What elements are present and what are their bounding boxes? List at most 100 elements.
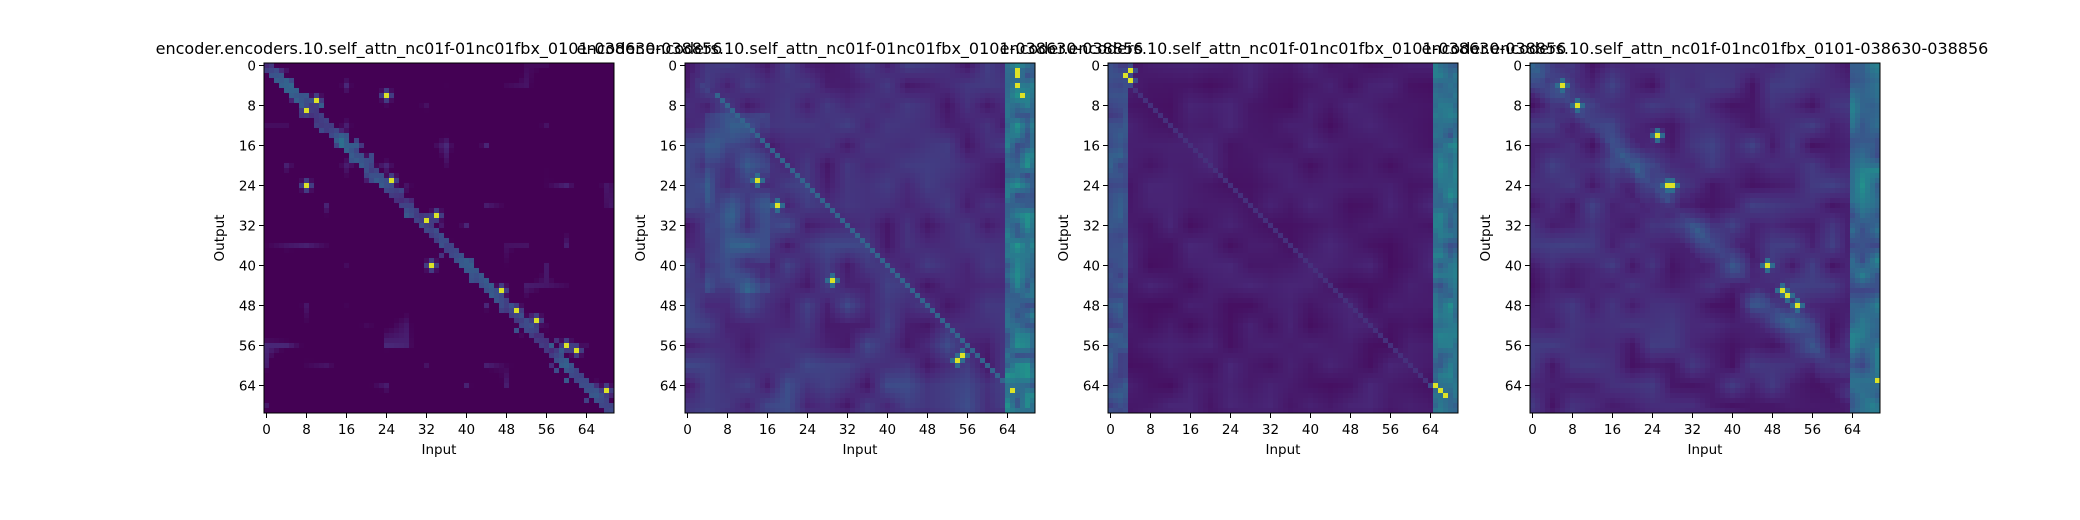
heatmap-cell: [574, 253, 579, 258]
heatmap-cell: [274, 358, 279, 363]
heatmap-cell: [284, 128, 289, 133]
heatmap-cell: [274, 293, 279, 298]
heatmap-cell: [484, 233, 489, 238]
heatmap-cell: [499, 158, 504, 163]
heatmap-cell: [604, 298, 609, 303]
heatmap-cell: [524, 328, 529, 333]
heatmap-cell: [364, 313, 369, 318]
heatmap-cell: [284, 73, 289, 78]
heatmap-cell: [274, 138, 279, 143]
heatmap-cell: [309, 298, 314, 303]
heatmap-cell: [369, 118, 374, 123]
heatmap-cell: [339, 193, 344, 198]
heatmap-cell: [319, 368, 324, 373]
heatmap-cell: [359, 298, 364, 303]
heatmap-cell: [449, 203, 454, 208]
heatmap-cell: [409, 268, 414, 273]
heatmap-cell: [344, 88, 349, 93]
heatmap-cell: [354, 208, 359, 213]
heatmap-cell: [454, 258, 459, 263]
heatmap-cell: [289, 368, 294, 373]
heatmap-cell: [369, 203, 374, 208]
heatmap-cell: [509, 113, 514, 118]
heatmap-cell: [539, 88, 544, 93]
heatmap-cell: [594, 83, 599, 88]
heatmap-cell: [269, 233, 274, 238]
heatmap-cell: [394, 208, 399, 213]
heatmap-cell: [599, 338, 604, 343]
heatmap-cell: [309, 258, 314, 263]
heatmap-cell: [604, 313, 609, 318]
heatmap-cell: [594, 278, 599, 283]
heatmap-cell: [294, 168, 299, 173]
heatmap-cell: [394, 228, 399, 233]
heatmap-cell: [404, 178, 409, 183]
heatmap-cell: [604, 128, 609, 133]
heatmap-cell: [529, 63, 534, 68]
heatmap-cell: [579, 68, 584, 73]
heatmap-cell: [429, 313, 434, 318]
heatmap-cell: [574, 243, 579, 248]
heatmap-cell: [304, 388, 309, 393]
heatmap-cell: [309, 338, 314, 343]
heatmap-cell: [374, 123, 379, 128]
heatmap-cell: [479, 128, 484, 133]
heatmap-cell: [529, 123, 534, 128]
heatmap-cell: [399, 103, 404, 108]
heatmap-cell: [364, 328, 369, 333]
heatmap-cell: [584, 163, 589, 168]
heatmap-cell: [780, 63, 785, 68]
heatmap-cell: [314, 128, 319, 133]
heatmap-cell: [569, 233, 574, 238]
heatmap-cell: [404, 278, 409, 283]
heatmap-cell: [524, 228, 529, 233]
heatmap-cell: [494, 368, 499, 373]
heatmap-cell: [269, 283, 274, 288]
heatmap-cell: [444, 93, 449, 98]
heatmap-cell: [509, 268, 514, 273]
heatmap-cell: [364, 148, 369, 153]
heatmap-cell: [469, 103, 474, 108]
heatmap-cell: [449, 83, 454, 88]
heatmap-cell: [429, 83, 434, 88]
heatmap-cell: [359, 363, 364, 368]
heatmap-cell: [599, 273, 604, 278]
heatmap-cell: [559, 283, 564, 288]
heatmap-cell: [534, 73, 539, 78]
heatmap-cell: [389, 138, 394, 143]
heatmap-cell: [524, 218, 529, 223]
heatmap-cell: [524, 363, 529, 368]
heatmap-cell: [279, 128, 284, 133]
heatmap-cell: [384, 343, 389, 348]
heatmap-cell: [559, 123, 564, 128]
heatmap-cell: [444, 198, 449, 203]
heatmap-cell: [319, 223, 324, 228]
heatmap-cell: [504, 243, 509, 248]
heatmap-cell: [319, 328, 324, 333]
heatmap-cell: [384, 388, 389, 393]
heatmap-cell: [284, 308, 289, 313]
heatmap-cell: [364, 398, 369, 403]
heatmap-cell: [299, 188, 304, 193]
heatmap-cell: [399, 183, 404, 188]
heatmap-cell: [564, 128, 569, 133]
heatmap-cell: [429, 223, 434, 228]
heatmap-cell: [414, 263, 419, 268]
heatmap-cell: [264, 143, 269, 148]
heatmap-cell: [579, 318, 584, 323]
heatmap-cell: [569, 153, 574, 158]
heatmap-cell: [449, 138, 454, 143]
heatmap-cell: [464, 403, 469, 408]
heatmap-cell: [559, 178, 564, 183]
heatmap-cell: [459, 268, 464, 273]
heatmap-cell: [554, 198, 559, 203]
heatmap-cell: [349, 128, 354, 133]
heatmap-cell: [379, 133, 384, 138]
heatmap-cell: [409, 388, 414, 393]
heatmap-cell: [519, 368, 524, 373]
heatmap-cell: [369, 128, 374, 133]
heatmap-cell: [339, 123, 344, 128]
heatmap-cell: [434, 308, 439, 313]
heatmap-cell: [374, 253, 379, 258]
heatmap-cell: [369, 263, 374, 268]
